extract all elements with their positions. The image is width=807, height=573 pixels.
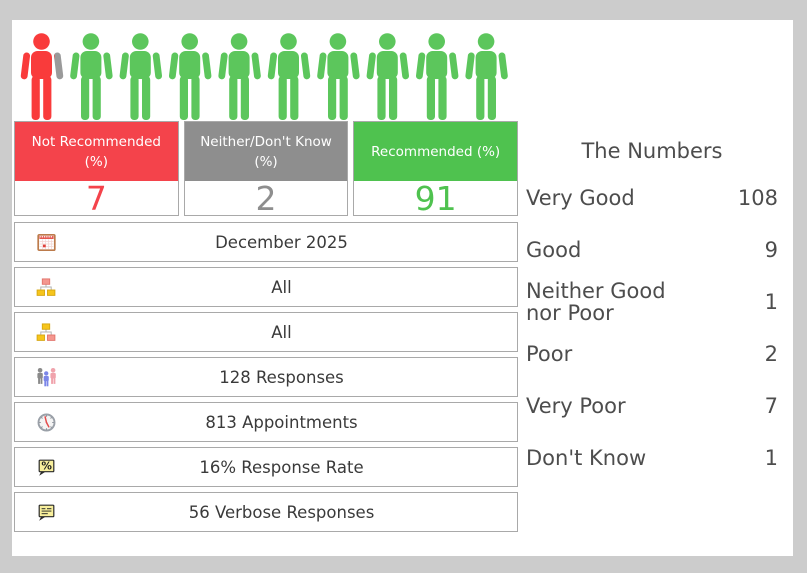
people-pictograph-svg xyxy=(20,33,514,121)
people-group-icon xyxy=(36,367,58,388)
numbers-row-very-poor: Very Poor 7 xyxy=(526,380,778,432)
filter-group-row[interactable]: All xyxy=(14,267,518,307)
numbers-value: 1 xyxy=(764,446,778,470)
numbers-row-good: Good 9 xyxy=(526,224,778,276)
info-rows: December 2025 All xyxy=(14,222,518,537)
filter-month-row[interactable]: December 2025 xyxy=(14,222,518,262)
stat-response-rate-row: % 16% Response Rate xyxy=(14,447,518,487)
numbers-row-very-good: Very Good 108 xyxy=(526,172,778,224)
filter-team-value: All xyxy=(271,322,292,342)
calendar-icon xyxy=(36,232,58,253)
numbers-value: 1 xyxy=(764,290,778,314)
clock-icon xyxy=(36,412,58,433)
numbers-label: Very Good xyxy=(526,186,635,210)
numbers-row-dont-know: Don't Know 1 xyxy=(526,432,778,484)
stat-value-neither: 2 xyxy=(255,178,277,218)
numbers-row-neither: Neither Good nor Poor 1 xyxy=(526,276,778,328)
numbers-row-poor: Poor 2 xyxy=(526,328,778,380)
org-chart-icon xyxy=(36,277,58,298)
stat-appointments-value: 813 Appointments xyxy=(205,412,358,432)
numbers-label: Don't Know xyxy=(526,446,647,470)
numbers-section: The Numbers Very Good 108 Good 9 Neither… xyxy=(526,138,778,484)
numbers-label: Good xyxy=(526,238,582,262)
stat-box-not-recommended: Not Recommended (%) 7 xyxy=(14,121,179,216)
stat-responses-value: 128 Responses xyxy=(219,367,344,387)
stat-label-not-recommended: Not Recommended (%) xyxy=(15,122,178,181)
stat-box-recommended: Recommended (%) 91 xyxy=(353,121,519,218)
numbers-value: 7 xyxy=(764,394,778,418)
stat-responses-row: 128 Responses xyxy=(14,357,518,397)
numbers-value: 108 xyxy=(737,186,778,210)
numbers-title: The Numbers xyxy=(581,139,723,163)
dashboard-panel: Not Recommended (%) 7 Neither/Don't Know… xyxy=(12,20,793,556)
percent-bubble-icon: % xyxy=(36,457,58,478)
filter-group-value: All xyxy=(271,277,292,297)
stat-appointments-row: 813 Appointments xyxy=(14,402,518,442)
stat-verbose-responses-value: 56 Verbose Responses xyxy=(188,502,375,522)
stat-label-neither: Neither/Don't Know (%) xyxy=(184,122,348,181)
stat-verbose-responses-row: 56 Verbose Responses xyxy=(14,492,518,532)
numbers-label: Neither Good nor Poor xyxy=(526,279,666,325)
stat-box-neither: Neither/Don't Know (%) 2 xyxy=(183,121,349,218)
stat-response-rate-value: 16% Response Rate xyxy=(199,457,364,477)
stat-boxes: Not Recommended (%) 7 Neither/Don't Know… xyxy=(14,121,519,218)
stat-value-not-recommended: 7 xyxy=(85,178,107,218)
comment-bubble-icon xyxy=(36,502,58,523)
numbers-value: 9 xyxy=(764,238,778,262)
numbers-label: Very Poor xyxy=(526,394,626,418)
numbers-label: Poor xyxy=(526,342,573,366)
svg-text:%: % xyxy=(41,460,52,472)
filter-month-value: December 2025 xyxy=(215,232,348,252)
stat-label-recommended: Recommended (%) xyxy=(354,122,518,181)
filter-team-row[interactable]: All xyxy=(14,312,518,352)
org-chart-icon xyxy=(36,322,58,343)
people-pictograph xyxy=(20,33,514,121)
numbers-value: 2 xyxy=(764,342,778,366)
stat-value-recommended: 91 xyxy=(414,178,457,218)
